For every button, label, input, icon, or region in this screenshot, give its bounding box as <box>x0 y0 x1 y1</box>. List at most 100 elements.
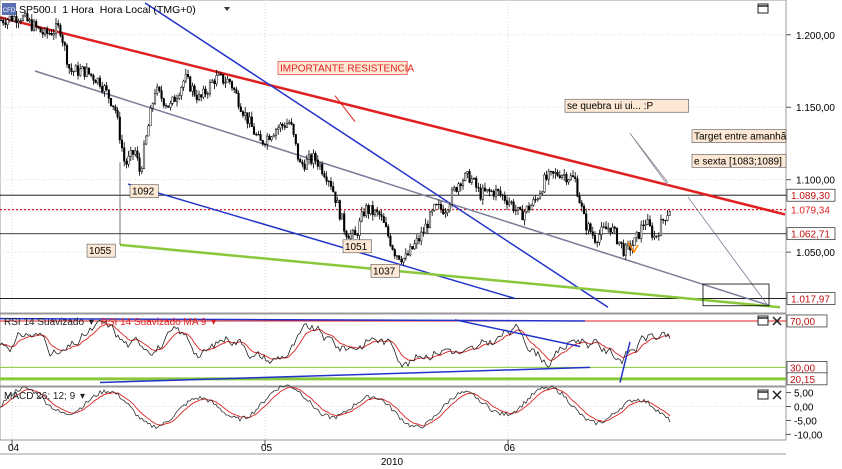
candle-body <box>345 231 348 237</box>
candle-body <box>589 223 592 233</box>
candle-body <box>497 188 500 192</box>
candle-body <box>620 241 623 244</box>
candle-body <box>325 176 328 182</box>
candle-body <box>431 210 434 213</box>
candle-body <box>167 105 170 108</box>
candle-body <box>255 134 258 136</box>
candle-body <box>173 96 176 102</box>
candle-body <box>17 20 20 23</box>
candle-body <box>301 161 304 165</box>
candle-body <box>230 81 234 89</box>
candle-body <box>380 214 383 217</box>
macd-lines <box>0 384 786 430</box>
candle-body <box>527 205 531 211</box>
candle-body <box>362 211 366 217</box>
candle-body <box>92 75 95 81</box>
title-dropdown-icon[interactable] <box>224 7 230 11</box>
midline-line <box>34 70 771 307</box>
macd-maximize-button[interactable] <box>757 389 769 400</box>
annotation-label: 1092 <box>132 187 155 198</box>
candle-body <box>468 171 471 183</box>
candle-body <box>94 79 97 84</box>
rsi-close-button[interactable] <box>772 316 782 326</box>
candle-body <box>312 153 315 164</box>
candle-body <box>417 238 421 242</box>
candle-body <box>501 194 504 196</box>
candle-body <box>613 226 616 229</box>
candle-body <box>523 211 526 221</box>
macd-close-button[interactable] <box>772 390 782 400</box>
candle-body <box>453 187 456 191</box>
candle-body <box>316 159 319 167</box>
candle-body <box>624 244 627 256</box>
candle-body <box>239 106 242 112</box>
price-level-label: 1.017,97 <box>791 295 830 306</box>
candle-body <box>521 209 524 221</box>
y-tick-label: 1.050,00 <box>796 248 835 259</box>
candle-body <box>448 204 451 211</box>
macd-series-line <box>0 384 671 430</box>
candle-body <box>274 129 278 136</box>
candle-body <box>10 15 14 22</box>
price-level-box <box>787 203 835 216</box>
candle-body <box>558 175 561 178</box>
candle-body <box>160 90 163 99</box>
candle-body <box>424 223 427 233</box>
candle-body <box>382 216 385 223</box>
candle-body <box>532 199 535 206</box>
candle-body <box>360 211 363 222</box>
candle-body <box>189 76 192 92</box>
annotation-label: Target entre amanhã <box>694 132 787 143</box>
candle-body <box>303 163 306 170</box>
candle-body <box>409 246 412 256</box>
candle-body <box>180 86 183 96</box>
candle-body <box>455 187 458 192</box>
candle-body <box>492 190 495 197</box>
candle-body <box>545 174 548 180</box>
candle-body <box>642 224 645 226</box>
macd-signal-series-line <box>0 386 671 427</box>
candle-body <box>365 205 368 217</box>
candle-body <box>437 203 440 206</box>
candle-body <box>378 211 381 216</box>
candle-body <box>633 237 636 246</box>
candle-body <box>250 116 253 127</box>
candle-body <box>206 93 209 95</box>
candle-body <box>611 226 614 233</box>
candle-body <box>336 200 339 203</box>
rsi-maximize-button[interactable] <box>757 315 769 326</box>
price-level-box <box>786 292 836 305</box>
candle-body <box>578 196 581 204</box>
candle-body <box>193 85 196 96</box>
candle-body <box>32 21 36 31</box>
candle-body <box>79 68 82 76</box>
candle-body <box>101 85 104 92</box>
annotation-box <box>342 239 372 254</box>
candle-body <box>596 241 599 244</box>
candle-body <box>305 159 308 170</box>
symbol: SP500.I <box>19 4 56 16</box>
maximize-icon <box>757 3 769 14</box>
price-maximize-button[interactable] <box>757 3 769 14</box>
candle-body <box>0 19 3 22</box>
candle-body <box>131 150 135 155</box>
candle-body <box>213 80 216 85</box>
candle-body <box>241 111 245 116</box>
chart-title[interactable]: SP500.I 1 Hora Hora Local (TMG+0) <box>19 4 196 16</box>
candle-body <box>664 220 667 222</box>
maximize-icon <box>757 315 769 326</box>
support-line <box>119 243 781 309</box>
candle-body <box>530 205 533 211</box>
candle-body <box>560 175 564 178</box>
annotations: IMPORTANTE RESISTENCIA se quebra ui ui...… <box>86 61 787 278</box>
candle-body <box>536 198 539 200</box>
candle-body <box>461 180 465 187</box>
candle-body <box>26 13 29 22</box>
candle-body <box>85 67 88 77</box>
candle-body <box>512 201 515 212</box>
candle-body <box>283 125 286 128</box>
candle-body <box>459 183 462 187</box>
candle-body <box>195 94 198 101</box>
annotation-box <box>86 243 116 258</box>
candle-body <box>338 200 341 220</box>
